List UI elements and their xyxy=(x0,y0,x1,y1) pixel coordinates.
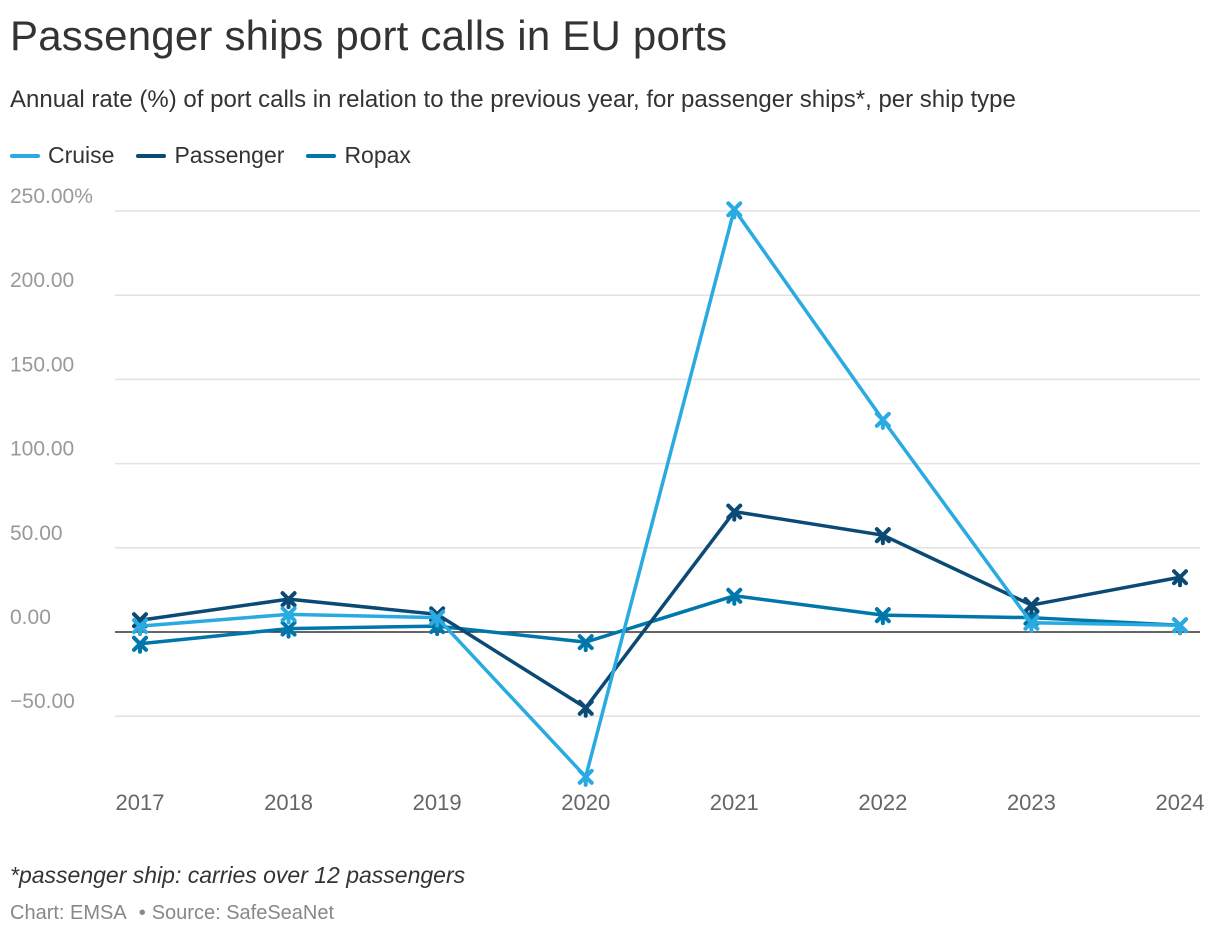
data-point-ropax xyxy=(874,607,891,626)
credits: Chart: EMSA • Source: SafeSeaNet xyxy=(10,902,334,925)
data-point-passenger xyxy=(1172,569,1188,588)
legend-label-cruise: Cruise xyxy=(48,142,115,168)
legend-item-cruise[interactable]: Cruise xyxy=(10,142,114,169)
legend-swatch-passenger xyxy=(136,153,167,158)
data-point-passenger xyxy=(577,699,594,718)
data-point-cruise xyxy=(1172,617,1188,636)
chart-credit: Chart: EMSA xyxy=(10,902,127,924)
legend-label-passenger: Passenger xyxy=(174,142,285,168)
footnote: *passenger ship: carries over 12 passeng… xyxy=(10,862,466,888)
y-tick-label: 150.00 xyxy=(10,353,74,376)
data-point-cruise xyxy=(280,606,297,625)
data-point-cruise xyxy=(429,609,446,628)
legend-item-ropax[interactable]: Ropax xyxy=(306,142,411,169)
data-point-cruise xyxy=(726,201,743,220)
chart-subtitle: Annual rate (%) of port calls in relatio… xyxy=(10,86,1016,113)
x-tick-label: 2020 xyxy=(561,790,610,815)
data-point-ropax xyxy=(280,620,297,639)
data-point-passenger xyxy=(874,527,891,546)
separator-dot: • xyxy=(138,902,146,924)
data-point-passenger xyxy=(726,503,743,522)
x-tick-label: 2019 xyxy=(413,790,462,815)
data-point-ropax xyxy=(726,587,743,606)
chart-legend: Cruise Passenger Ropax xyxy=(10,142,433,169)
source-credit: Source: SafeSeaNet xyxy=(151,902,335,924)
x-tick-label: 2023 xyxy=(1007,790,1056,815)
data-point-cruise xyxy=(577,768,594,787)
y-tick-label: −50.00 xyxy=(10,690,75,713)
x-tick-label: 2021 xyxy=(710,790,759,815)
data-point-passenger xyxy=(280,591,297,610)
legend-swatch-ropax xyxy=(306,153,337,158)
data-point-cruise xyxy=(132,618,148,637)
y-tick-label: 100.00 xyxy=(10,438,74,461)
legend-swatch-cruise xyxy=(10,153,40,158)
data-point-ropax xyxy=(132,635,148,654)
data-point-cruise xyxy=(1023,614,1040,633)
data-point-cruise xyxy=(874,411,891,430)
legend-item-passenger[interactable]: Passenger xyxy=(136,142,284,169)
chart-title: Passenger ships port calls in EU ports xyxy=(10,12,728,59)
x-tick-label: 2017 xyxy=(116,790,165,815)
data-point-passenger xyxy=(1023,597,1040,616)
y-tick-label: 250.00% xyxy=(10,185,93,208)
y-tick-label: 0.00 xyxy=(10,606,51,629)
x-tick-label: 2018 xyxy=(264,790,313,815)
y-tick-label: 200.00 xyxy=(10,269,74,292)
y-tick-label: 50.00 xyxy=(10,522,63,545)
x-tick-label: 2024 xyxy=(1156,790,1205,815)
series-line-cruise xyxy=(138,207,1182,779)
legend-label-ropax: Ropax xyxy=(344,142,411,168)
x-tick-label: 2022 xyxy=(858,790,907,815)
series-line-ropax xyxy=(138,594,1182,646)
data-point-ropax xyxy=(577,634,594,653)
series-line-passenger xyxy=(138,509,1182,710)
